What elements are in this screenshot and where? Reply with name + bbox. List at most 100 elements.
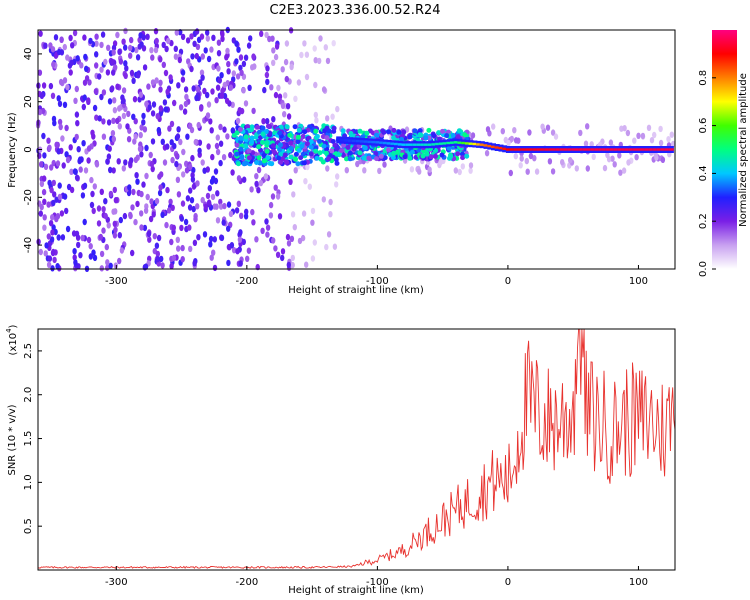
spectrogram-cell xyxy=(160,262,165,269)
spectrogram-cell xyxy=(229,242,235,249)
spectrogram-cell xyxy=(618,169,623,176)
spectrogram-cell xyxy=(94,40,99,47)
spectrogram-cell xyxy=(608,139,614,146)
spectrogram-cell xyxy=(130,249,135,257)
spectrogram-cell xyxy=(131,113,136,121)
spectrogram-cell xyxy=(276,84,281,92)
spectrogram-cell xyxy=(122,212,128,220)
spectrogram-cell xyxy=(534,168,540,175)
spectrogram-cell xyxy=(43,163,49,170)
spectrogram-cell xyxy=(126,136,132,143)
spectrogram-cell xyxy=(47,179,52,187)
spectrogram-cell xyxy=(275,251,281,258)
spectrogram-cell xyxy=(132,96,138,103)
spectrogram-cell xyxy=(46,261,52,268)
spectrogram-cell xyxy=(249,139,255,145)
spectrogram-ridge-cell xyxy=(624,148,630,151)
spectrogram-ridge-cell xyxy=(536,148,542,151)
spectrogram-ridge-cell xyxy=(505,148,511,151)
spectrogram-cell xyxy=(150,54,155,61)
spectrogram-cell xyxy=(151,101,157,108)
spectrogram-cell xyxy=(84,75,90,82)
spectrogram-cell xyxy=(321,86,327,93)
spectrogram-ridge-cell xyxy=(648,148,654,151)
spectrogram-cell xyxy=(112,232,118,239)
spectrogram-cell xyxy=(150,79,156,86)
spectrogram-cell xyxy=(199,69,205,76)
spectrogram-cell xyxy=(106,153,112,160)
spectrogram-cell xyxy=(74,174,80,181)
spectrogram-cell xyxy=(213,168,219,175)
spectrogram-cell xyxy=(203,203,208,210)
spectrogram-cell xyxy=(258,179,264,187)
spectrogram-ridge-cell xyxy=(472,142,478,146)
spectrogram-cell xyxy=(168,198,173,205)
spectrogram-cell xyxy=(528,152,534,160)
spectrogram-ridge-cell xyxy=(594,148,600,151)
spectrogram-cell xyxy=(56,48,62,56)
spectrogram-y-label: Frequency (Hz) xyxy=(7,112,18,188)
spectrogram-cell xyxy=(42,224,47,231)
spectrogram-cell xyxy=(82,34,87,41)
spectrogram-cell xyxy=(111,167,116,174)
spectrogram-cell xyxy=(357,128,363,134)
spectrogram-cell xyxy=(128,44,133,52)
spectrogram-cell xyxy=(302,129,308,135)
spectrogram-cell xyxy=(347,150,353,156)
spectrogram-cell xyxy=(256,187,261,194)
spectrogram-ridge-cell xyxy=(563,148,569,151)
spectrogram-cell xyxy=(259,30,264,37)
spectrogram-cell xyxy=(247,84,252,92)
spectrogram-ridge-cell xyxy=(605,148,611,151)
spectrogram-ridge-cell xyxy=(640,148,646,151)
spectrogram-cell xyxy=(238,135,244,141)
spectrogram-cell xyxy=(246,42,252,49)
snr-y-tick-label: 0.5 xyxy=(23,518,34,534)
spectrogram-cell xyxy=(457,168,462,176)
spectrogram-cell xyxy=(72,168,78,175)
spectrogram-ridge-cell xyxy=(502,147,508,150)
spectrogram-cell xyxy=(164,221,169,229)
spectrogram-cell xyxy=(211,175,216,182)
spectrogram-cell xyxy=(68,69,73,76)
spectrogram-cell xyxy=(56,95,61,102)
spectrogram-cell xyxy=(284,159,290,165)
spectrogram-cell xyxy=(313,57,318,64)
spectrogram-cell xyxy=(123,60,128,67)
spectrogram-cell xyxy=(194,28,200,35)
spectrogram-cell xyxy=(308,151,314,157)
spectrogram-cell xyxy=(299,51,304,59)
spectrogram-cell xyxy=(658,139,664,147)
spectrogram-cell xyxy=(111,135,117,143)
spectrogram-cell xyxy=(206,143,211,150)
spectrogram-cell xyxy=(225,133,230,140)
snr-x-tick-label: -300 xyxy=(105,577,128,588)
snr-y-tick-label: 1.0 xyxy=(23,474,34,490)
spectrogram-cell xyxy=(185,133,190,140)
spectrogram-cell xyxy=(527,129,532,136)
spectrogram-cell xyxy=(218,159,223,167)
spectrogram-cell xyxy=(192,239,198,246)
spectrogram-cell xyxy=(141,181,146,188)
spectrogram-cell xyxy=(212,264,218,272)
spectrogram-cell xyxy=(602,164,608,172)
spectrogram-cell xyxy=(174,29,179,36)
spectrogram-cell xyxy=(266,123,271,129)
spectrogram-ridge-cell xyxy=(491,145,496,148)
spectrogram-cell xyxy=(134,172,139,179)
spectrogram-cell xyxy=(245,124,251,130)
spectrogram-cell xyxy=(518,162,523,169)
spectrogram-cell xyxy=(65,225,71,233)
spectrogram-cell xyxy=(290,254,295,262)
colorbar-tick-label: 0.4 xyxy=(698,165,709,181)
spectrogram-cell xyxy=(64,124,69,132)
spectrogram-cell xyxy=(121,165,127,172)
spectrogram-cell xyxy=(180,76,186,83)
spectrogram-cell xyxy=(96,205,102,212)
spectrogram-cell xyxy=(217,77,222,84)
spectrogram-ridge-cell xyxy=(644,148,650,151)
spectrogram-cell xyxy=(241,87,246,94)
spectrogram-cell xyxy=(99,188,105,195)
spectrogram-cell xyxy=(123,27,128,35)
